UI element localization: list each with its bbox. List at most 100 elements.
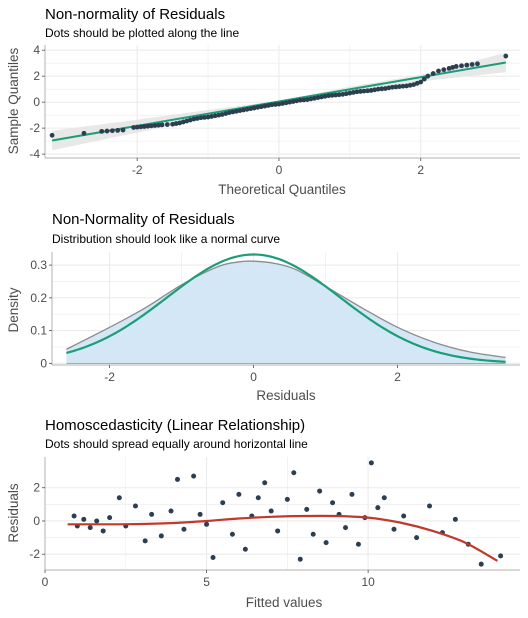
qq-point [365,88,370,94]
qq-gridlines [45,45,520,158]
qq-point [397,84,402,89]
qq-x-axis-title: Theoretical Quantiles [218,182,346,197]
normal-curve [66,253,506,363]
qq-point [237,108,243,113]
qq-point [297,97,303,103]
qq-point [173,121,179,126]
qq-point [216,112,222,118]
density-x-axis-title: Residuals [256,388,316,403]
qq-point [347,90,353,96]
residual-point [220,500,226,506]
homoscedasticity-y-axis-title: Residuals [6,483,21,543]
density-panel: Non-Normality of Residuals Distribution … [6,211,520,403]
residual-point [330,500,336,506]
x-tick-label: -2 [132,163,143,177]
residual-point [368,460,374,466]
homoscedasticity-plot-area [45,457,520,570]
qq-point [81,130,87,136]
homoscedasticity-subtitle: Dots should spread equally around horizo… [45,437,308,451]
qq-point [99,128,105,134]
residual-point [427,503,433,509]
qq-point [138,124,144,130]
qq-point [389,84,395,90]
residual-point [304,506,310,512]
residual-point [381,495,387,501]
qq-point [503,53,509,59]
qq-x-ticks: -2 0 2 [132,158,424,177]
residual-point [242,546,248,552]
x-tick-label: 2 [394,370,401,384]
residual-point [498,553,504,559]
qq-point [322,93,328,99]
residual-point [297,556,303,562]
loess-line [67,514,498,562]
qq-point [202,115,207,120]
qq-point [436,68,441,74]
y-tick-label: 0 [33,95,40,109]
y-tick-label: 2 [33,481,40,495]
qq-point [475,61,480,67]
residual-point [204,521,210,527]
residual-point [275,528,281,534]
qq-point [379,86,385,92]
x-tick-label: 5 [203,575,210,589]
qq-point [290,99,296,104]
qq-point [361,88,367,94]
density-area [66,261,506,364]
homoscedasticity-panel: Homoscedasticity (Linear Relationship) D… [6,417,520,610]
x-tick-label: 10 [361,575,375,589]
qq-point [393,84,399,90]
homoscedasticity-y-ticks: -2 0 2 [29,481,45,561]
residual-point [343,525,349,531]
qq-point [469,62,475,67]
qq-point [145,123,151,129]
qq-point [115,127,121,133]
residual-point [291,470,297,476]
residual-point [317,488,323,494]
qq-y-ticks: -4 -2 0 2 4 [29,43,45,161]
qq-point [255,104,261,110]
qq-point [301,97,307,103]
residual-point [255,495,261,501]
qq-point [382,86,388,91]
qq-point [244,106,250,112]
qq-point [170,121,176,127]
qq-y-axis-title: Sample Quantiles [6,47,21,154]
qq-point [441,67,447,73]
residual-point [94,518,100,524]
residual-point [401,513,407,519]
qq-points [49,53,509,138]
y-tick-label: 4 [33,43,40,57]
residual-point [100,528,106,534]
qq-point [343,91,349,97]
homoscedasticity-x-ticks: 0 5 10 [42,570,375,589]
residual-point [191,473,197,479]
y-tick-label: -2 [29,547,40,561]
qq-point [209,114,215,119]
residual-point [87,525,93,531]
qq-point [212,113,218,119]
residual-point [174,476,180,482]
qq-point [159,122,165,128]
qq-point [459,63,464,69]
qq-point [308,96,314,102]
qq-point [230,109,236,115]
density-y-ticks: 0 0.1 0.2 0.3 [30,258,52,370]
residual-point [142,538,148,544]
qq-point [205,114,211,120]
y-tick-label: -4 [29,147,40,161]
qq-point [141,124,147,129]
qq-point [191,116,197,122]
qq-point [148,123,154,129]
residual-point [181,526,187,532]
qq-point [104,128,110,134]
residual-point [236,491,242,497]
qq-point [131,125,137,130]
qq-point [421,76,427,82]
homoscedasticity-points [71,460,504,567]
qq-point [280,101,285,106]
qq-point [283,100,289,106]
qq-point [294,98,300,104]
qq-point [326,93,331,99]
x-tick-label: -2 [104,370,115,384]
